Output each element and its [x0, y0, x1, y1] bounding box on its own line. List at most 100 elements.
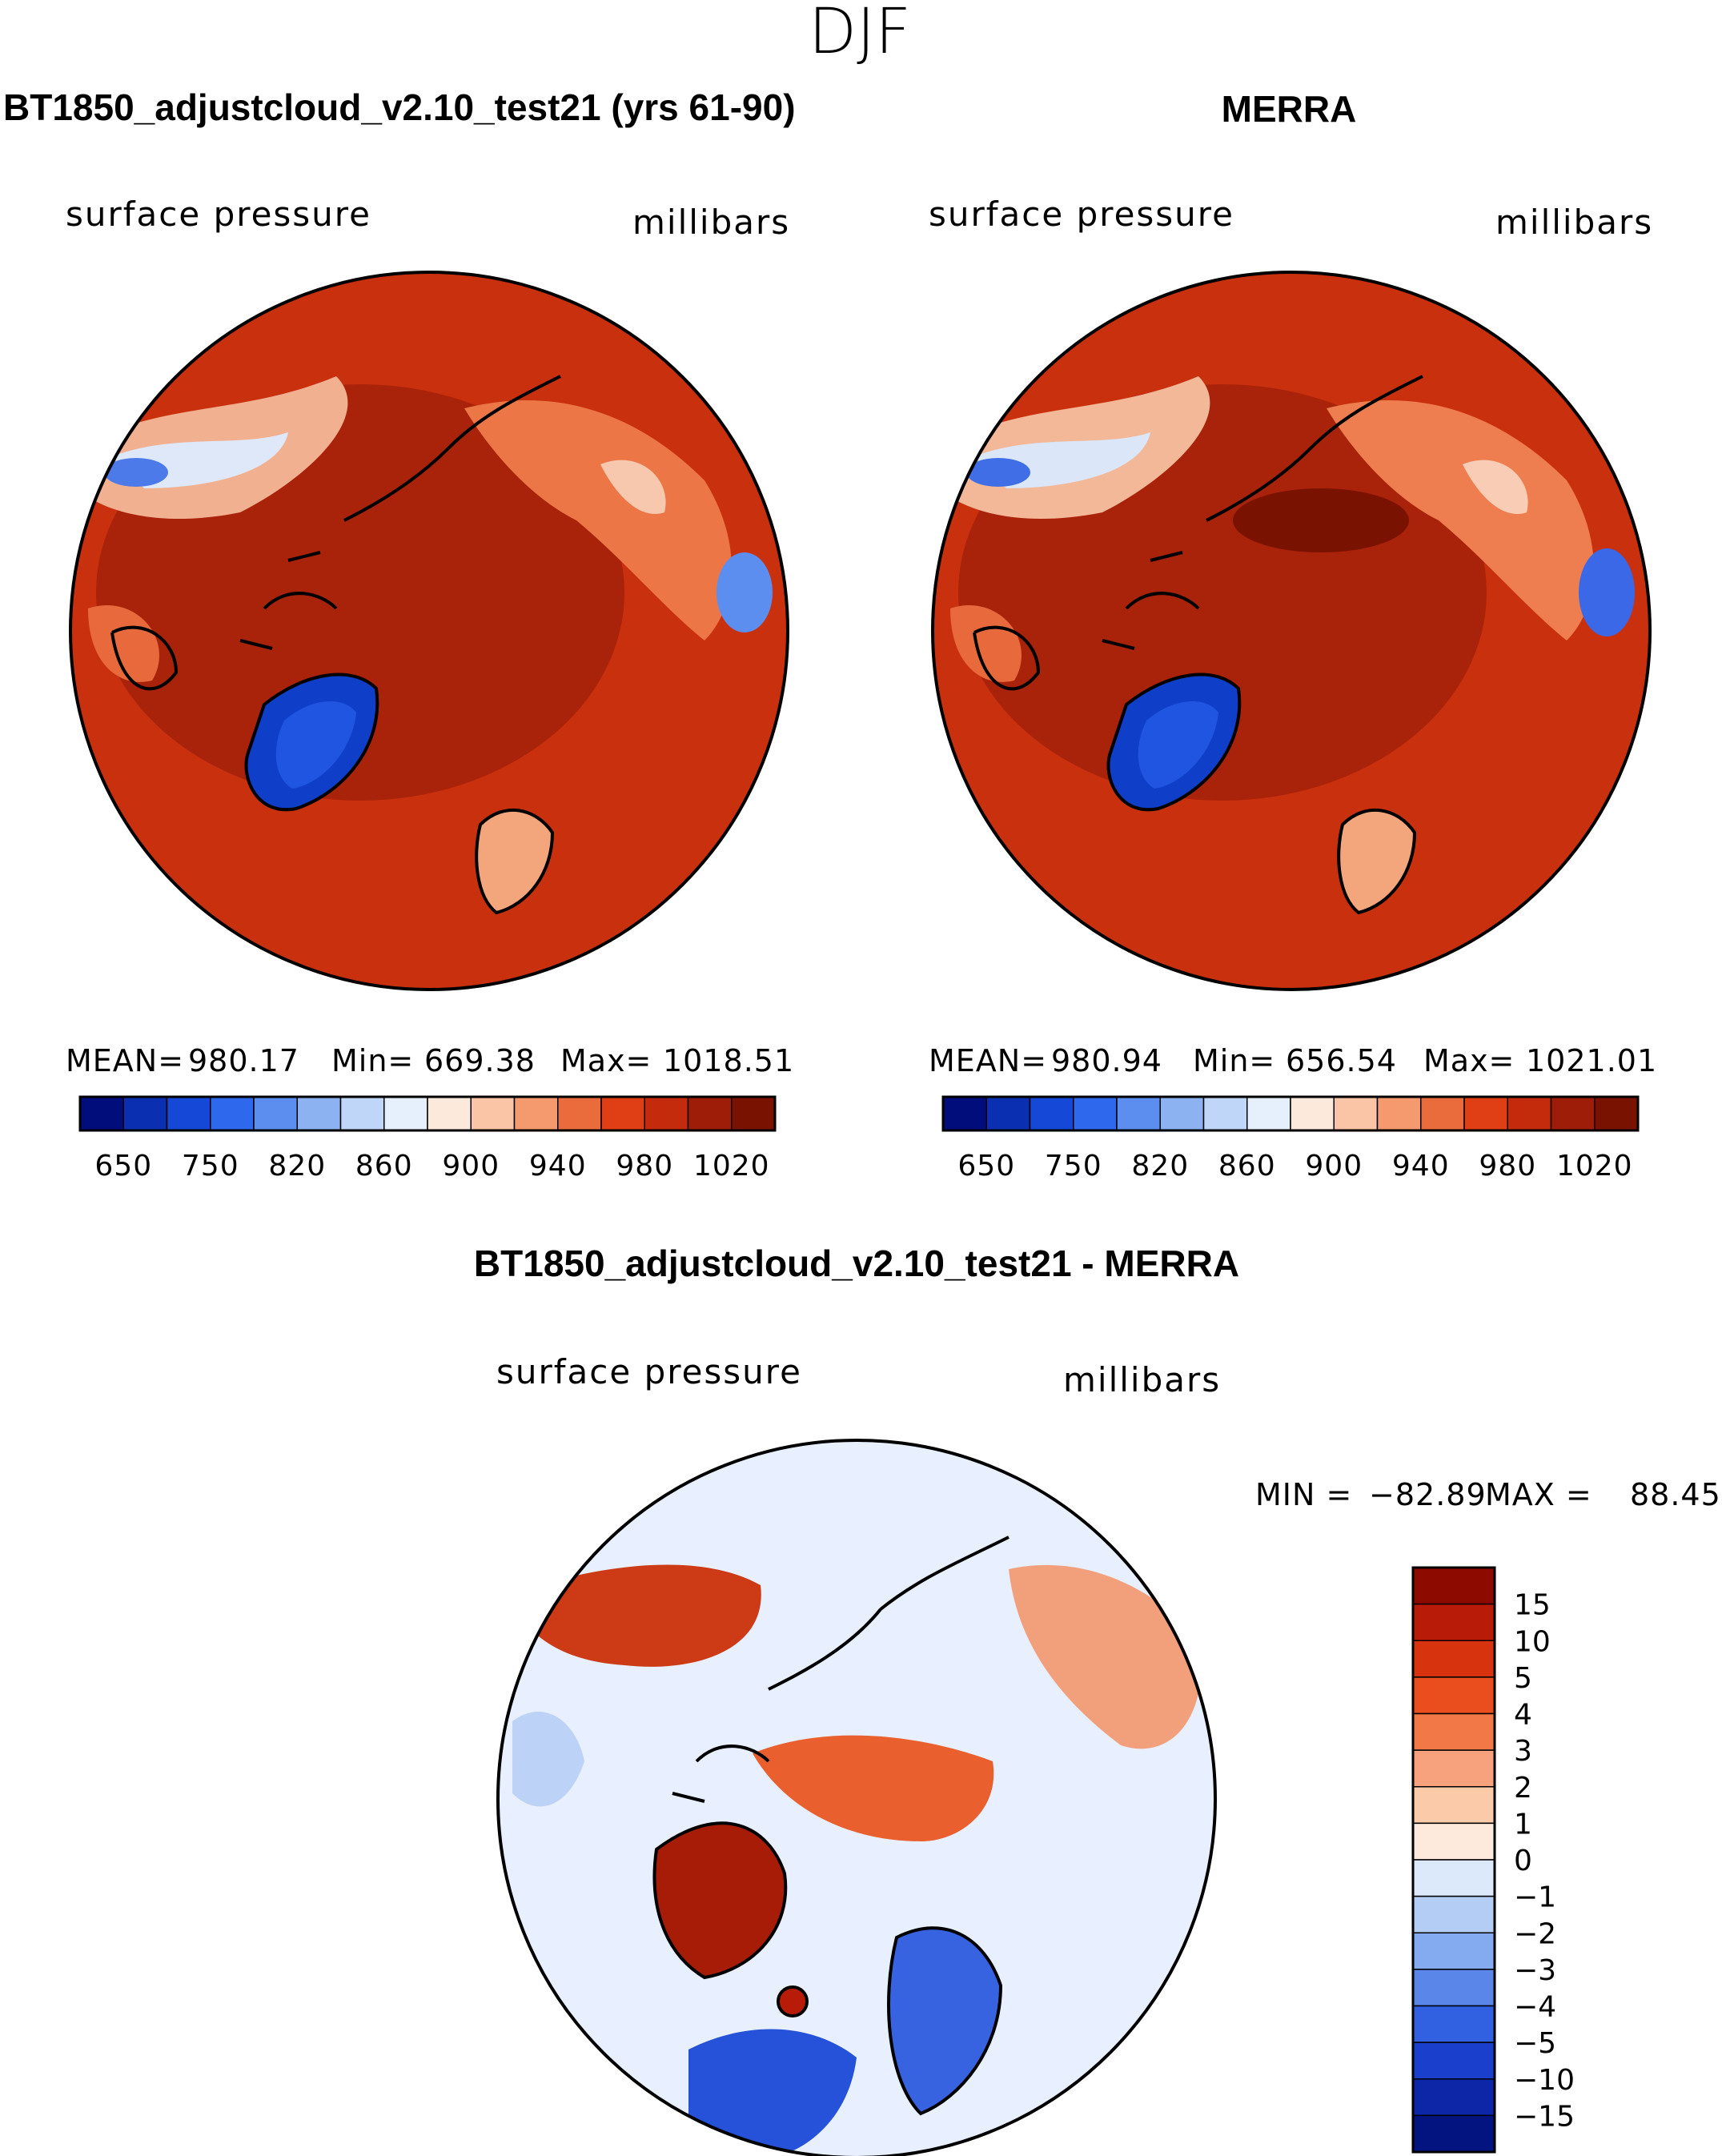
model-andes-east-low — [716, 552, 773, 632]
model-units-label: millibars — [632, 203, 790, 242]
obs-colorbar-swatch — [1202, 1096, 1248, 1131]
model-colorbar-tick-label: 900 — [442, 1150, 500, 1182]
diff-colorbar-tick-label: 0 — [1514, 1845, 1532, 1877]
obs-coastlines — [973, 375, 1423, 915]
diff-colorbar-swatch — [1412, 1786, 1495, 1825]
obs-colorbar-swatch — [1116, 1096, 1161, 1131]
panel-diff: BT1850_adjustcloud_v2.10_test21 - MERRA … — [474, 1243, 1721, 2156]
model-colorbar-swatch — [557, 1096, 602, 1131]
model-min-label: Min= — [331, 1043, 414, 1078]
panel-model: BT1850_adjustcloud_v2.10_test21 (yrs 61-… — [3, 86, 796, 1182]
diff-colorbar-swatch — [1412, 1932, 1495, 1970]
obs-tibet-low — [966, 458, 1030, 487]
model-min-value: 669.38 — [424, 1043, 536, 1078]
diff-colorbar-tick-label: −15 — [1514, 2100, 1575, 2133]
obs-colorbar-frame — [941, 1095, 1640, 1132]
diff-colorbar-tick-label: −4 — [1514, 1991, 1556, 2024]
model-colorbar-swatch — [513, 1096, 559, 1131]
obs-colorbar-swatch — [1507, 1096, 1552, 1131]
obs-colorbar-swatch — [1420, 1096, 1465, 1131]
diff-colorbar-swatch — [1412, 1822, 1495, 1861]
diff-colorbar-swatch — [1412, 1640, 1495, 1678]
diff-colorbar-swatch — [1412, 1859, 1495, 1897]
model-colorbar-swatch — [383, 1096, 428, 1131]
diff-coastline-scandinavia — [887, 1926, 1003, 2116]
diff-colorbar-tick-label: −5 — [1514, 2027, 1556, 2060]
obs-rockies-region — [1327, 400, 1594, 640]
model-mean-label: MEAN= — [66, 1043, 184, 1078]
model-map-boundary — [69, 271, 789, 991]
model-coastlines — [110, 375, 561, 915]
diff-units-label: millibars — [1063, 1360, 1221, 1399]
obs-coastline-scandinavia — [1337, 809, 1417, 915]
model-colorbar-tick-label: 750 — [182, 1150, 239, 1182]
model-colorbar-tick-label: 650 — [94, 1150, 152, 1182]
obs-mean-value: 980.94 — [1051, 1043, 1162, 1078]
model-colorbar-swatch — [79, 1096, 124, 1131]
obs-colorbar-swatch — [1463, 1096, 1508, 1131]
diff-colorbar-swatch — [1412, 1676, 1495, 1715]
model-colorbar-tick-label: 980 — [616, 1150, 673, 1182]
obs-colorbar-tick-label: 750 — [1045, 1150, 1102, 1182]
model-colorbar-swatch — [600, 1096, 645, 1131]
model-max-value: 1018.51 — [663, 1043, 794, 1078]
diff-variable-label: surface pressure — [496, 1352, 802, 1391]
model-colorbar-tick-label: 820 — [268, 1150, 326, 1182]
obs-colorbar-swatch — [1073, 1096, 1118, 1131]
obs-colorbar-tick-label: 860 — [1218, 1150, 1276, 1182]
obs-colorbar-tick-label: 820 — [1131, 1150, 1189, 1182]
obs-greenland-core — [1138, 701, 1218, 789]
diff-colorbar-tick-label: −2 — [1514, 1917, 1556, 1950]
diff-colorbar-swatch — [1412, 2042, 1495, 2080]
diff-min-label: MIN = — [1255, 1477, 1352, 1512]
diff-colorbar-tick-label: −3 — [1514, 1954, 1556, 1987]
obs-max-value: 1021.01 — [1526, 1043, 1657, 1078]
obs-colorbar-tick-label: 980 — [1479, 1150, 1536, 1182]
model-colorbar-tick-label: 940 — [529, 1150, 587, 1182]
model-coastline-archipelago — [239, 551, 338, 650]
diff-atlantic-negative — [688, 2029, 857, 2156]
model-max-label: Max= — [560, 1043, 652, 1078]
model-greenland-core — [275, 701, 356, 789]
obs-colorbar-swatch — [1159, 1096, 1205, 1131]
diff-colorbar-tick-label: −1 — [1514, 1881, 1556, 1914]
diff-colorbar-swatch — [1412, 2078, 1495, 2117]
model-coastline-scandinavia — [475, 809, 555, 915]
obs-colorbar-tick-label: 1020 — [1556, 1150, 1633, 1182]
model-colorbar-swatch — [644, 1096, 689, 1131]
diff-colorbar-swatch — [1412, 1712, 1495, 1751]
obs-mean-label: MEAN= — [929, 1043, 1047, 1078]
model-colorbar-swatch — [122, 1096, 168, 1131]
model-coastline-north-america — [343, 375, 561, 522]
obs-andes-east-low — [1579, 548, 1635, 636]
diff-colorbar-tick-label: −10 — [1514, 2064, 1575, 2097]
obs-coastline-north-america — [1206, 375, 1423, 522]
diff-siberia-positive — [512, 1564, 761, 1667]
obs-min-value: 656.54 — [1286, 1043, 1397, 1078]
model-asia-patch — [88, 605, 159, 682]
diff-colorbar-tick-label: 1 — [1514, 1808, 1532, 1841]
obs-siberian-high-core — [1233, 488, 1409, 552]
model-colorbar-swatch — [210, 1096, 255, 1131]
obs-max-label: Max= — [1423, 1043, 1515, 1078]
obs-colorbar-swatch — [1290, 1096, 1335, 1131]
diff-coastline-greenland — [652, 1821, 788, 1980]
diff-colorbar-tick-label: 5 — [1514, 1662, 1532, 1695]
diff-colorbar-swatch — [1412, 1567, 1495, 1605]
model-coastline-greenland — [244, 672, 379, 812]
obs-colorbar-swatch — [1376, 1096, 1422, 1131]
obs-colorbar-swatch — [942, 1096, 987, 1131]
diff-coastline-north-america — [768, 1536, 1010, 1691]
obs-variable-label: surface pressure — [929, 195, 1234, 234]
obs-colorbar-tick-label: 900 — [1305, 1150, 1363, 1182]
diff-colorbar-swatch — [1412, 1969, 1495, 2007]
model-colorbar-swatch — [166, 1096, 211, 1131]
diff-max-value: 88.45 — [1630, 1477, 1721, 1512]
diff-colorbar-swatch — [1412, 2114, 1495, 2153]
diff-max-label: MAX = — [1485, 1477, 1592, 1512]
obs-map-boundary — [931, 271, 1652, 991]
diff-colorbar-swatch — [1412, 1749, 1495, 1788]
diff-greenland-positive — [654, 1823, 786, 1977]
model-colorbar-swatch — [470, 1096, 516, 1131]
